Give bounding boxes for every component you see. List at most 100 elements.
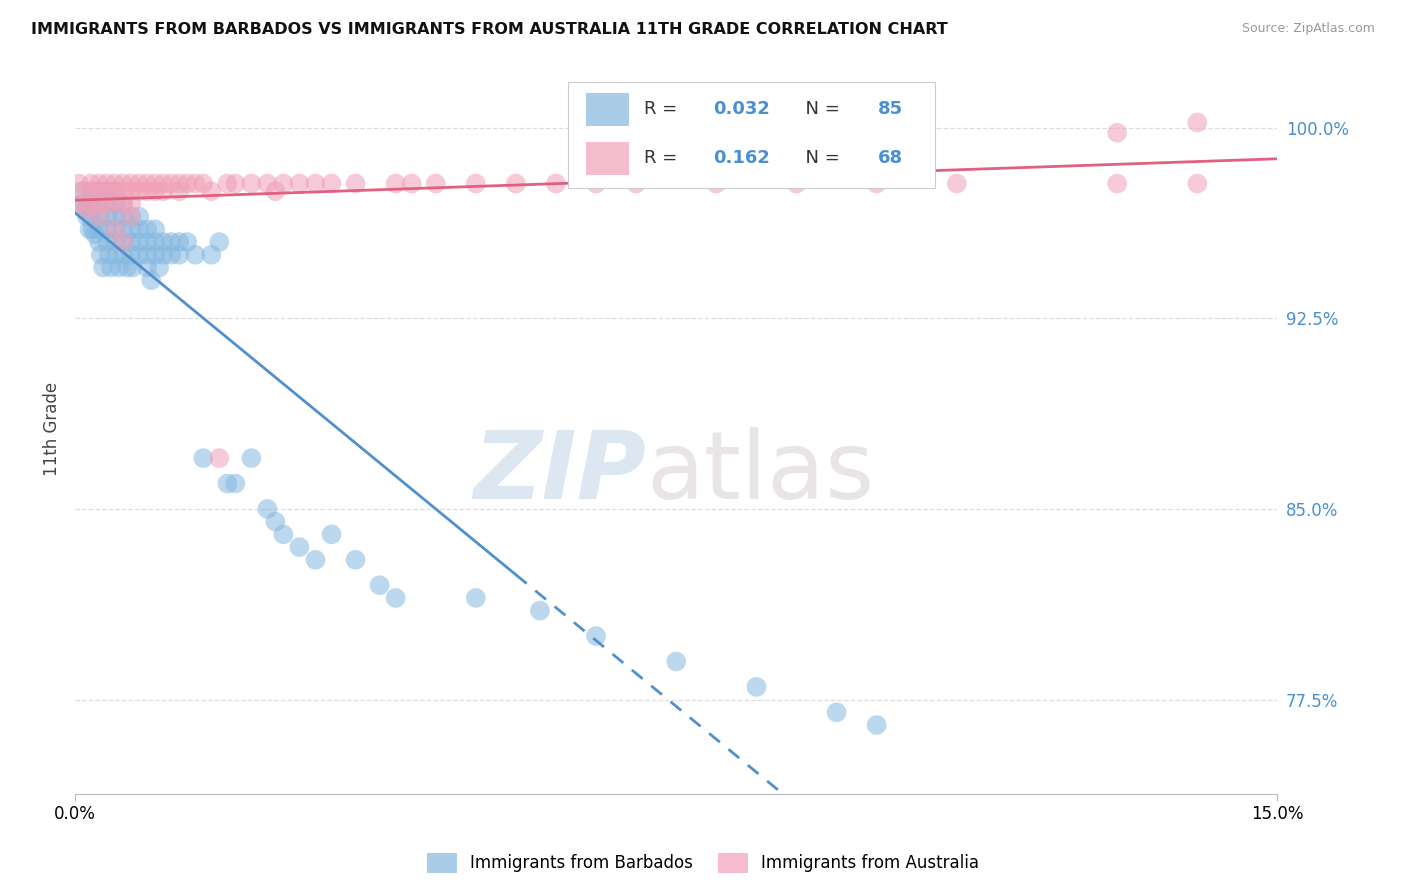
Point bbox=[152, 184, 174, 198]
Point bbox=[104, 197, 127, 211]
Point bbox=[200, 248, 222, 262]
Point bbox=[464, 177, 486, 191]
Point bbox=[344, 553, 367, 567]
Point bbox=[745, 680, 768, 694]
Point bbox=[193, 177, 215, 191]
Point bbox=[273, 177, 295, 191]
Point bbox=[76, 210, 98, 224]
Point bbox=[256, 502, 278, 516]
Point bbox=[704, 177, 727, 191]
Point bbox=[105, 248, 128, 262]
Point bbox=[96, 222, 118, 236]
Point bbox=[136, 248, 159, 262]
Point bbox=[87, 210, 110, 224]
Point bbox=[264, 184, 287, 198]
Point bbox=[152, 248, 174, 262]
Point bbox=[544, 177, 567, 191]
Point bbox=[79, 222, 101, 236]
Point bbox=[112, 184, 135, 198]
Point bbox=[167, 177, 190, 191]
Point bbox=[264, 515, 287, 529]
Point bbox=[128, 210, 150, 224]
Point bbox=[384, 177, 406, 191]
FancyBboxPatch shape bbox=[586, 93, 630, 127]
FancyBboxPatch shape bbox=[568, 82, 935, 188]
Point bbox=[344, 177, 367, 191]
Point bbox=[87, 235, 110, 249]
Legend: Immigrants from Barbados, Immigrants from Australia: Immigrants from Barbados, Immigrants fro… bbox=[420, 847, 986, 880]
Point bbox=[120, 235, 142, 249]
Point bbox=[304, 177, 326, 191]
Point bbox=[240, 177, 263, 191]
Point bbox=[128, 184, 150, 198]
Point bbox=[70, 184, 93, 198]
Point bbox=[1107, 126, 1129, 140]
Point bbox=[167, 184, 190, 198]
Point bbox=[136, 222, 159, 236]
Point bbox=[82, 222, 104, 236]
Point bbox=[84, 227, 107, 242]
Point bbox=[136, 235, 159, 249]
Point bbox=[160, 248, 183, 262]
Point bbox=[104, 177, 127, 191]
Point bbox=[160, 235, 183, 249]
Point bbox=[148, 260, 170, 275]
Point bbox=[112, 248, 135, 262]
Point bbox=[67, 177, 90, 191]
Point bbox=[288, 540, 311, 554]
Point bbox=[368, 578, 391, 592]
Text: Source: ZipAtlas.com: Source: ZipAtlas.com bbox=[1241, 22, 1375, 36]
Point bbox=[87, 184, 110, 198]
Point bbox=[115, 260, 138, 275]
Point bbox=[273, 527, 295, 541]
Point bbox=[80, 184, 103, 198]
Point bbox=[96, 184, 118, 198]
Point bbox=[73, 202, 96, 216]
Text: N =: N = bbox=[794, 149, 845, 167]
Point bbox=[120, 222, 142, 236]
Point bbox=[240, 451, 263, 466]
Point bbox=[152, 177, 174, 191]
Point bbox=[505, 177, 527, 191]
Point bbox=[184, 177, 207, 191]
Point bbox=[143, 184, 166, 198]
Point bbox=[90, 248, 112, 262]
Text: ZIP: ZIP bbox=[474, 426, 647, 518]
Point bbox=[80, 184, 103, 198]
Point bbox=[72, 184, 94, 198]
Point bbox=[665, 655, 688, 669]
Y-axis label: 11th Grade: 11th Grade bbox=[44, 382, 60, 476]
Point bbox=[80, 210, 103, 224]
Point bbox=[321, 177, 343, 191]
Point bbox=[141, 273, 163, 287]
Point bbox=[256, 177, 278, 191]
Point bbox=[785, 177, 807, 191]
Text: 68: 68 bbox=[879, 149, 904, 167]
Point bbox=[585, 629, 607, 643]
Point bbox=[464, 591, 486, 605]
Point bbox=[167, 235, 190, 249]
Point bbox=[217, 476, 239, 491]
Point bbox=[224, 476, 246, 491]
Point bbox=[87, 210, 110, 224]
Point bbox=[128, 177, 150, 191]
Text: R =: R = bbox=[644, 100, 689, 118]
Point bbox=[866, 718, 889, 732]
Point bbox=[224, 177, 246, 191]
Point bbox=[193, 451, 215, 466]
Point bbox=[184, 248, 207, 262]
Point bbox=[288, 177, 311, 191]
Point bbox=[128, 222, 150, 236]
Point bbox=[108, 260, 131, 275]
Point bbox=[120, 177, 142, 191]
Point bbox=[87, 197, 110, 211]
Point bbox=[120, 184, 142, 198]
Point bbox=[120, 210, 142, 224]
Point bbox=[208, 235, 231, 249]
Point bbox=[72, 197, 94, 211]
Point bbox=[80, 177, 103, 191]
Point bbox=[1187, 177, 1209, 191]
Point bbox=[143, 248, 166, 262]
Text: 0.032: 0.032 bbox=[713, 100, 770, 118]
Point bbox=[624, 177, 647, 191]
